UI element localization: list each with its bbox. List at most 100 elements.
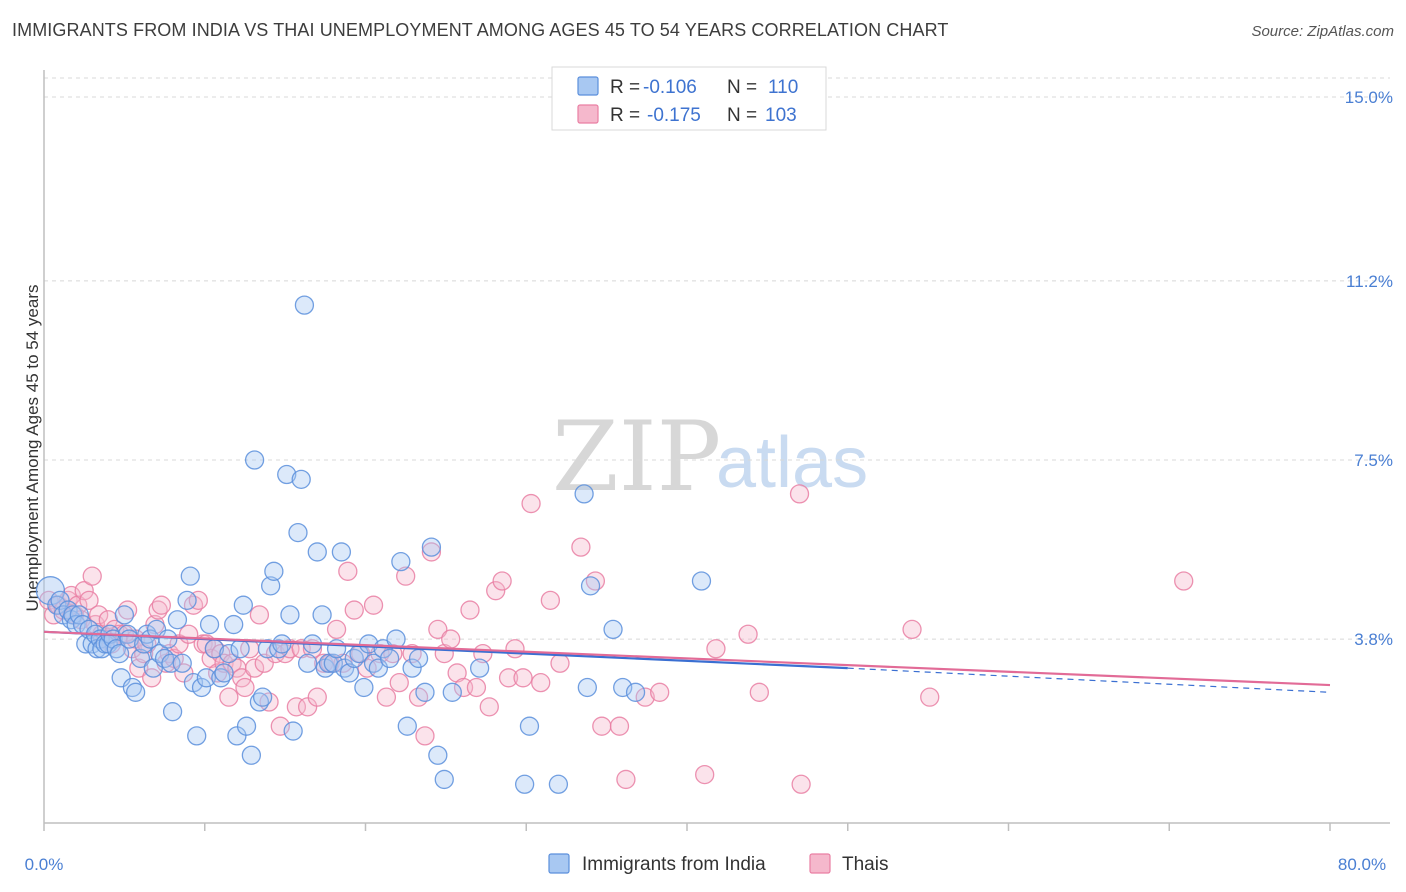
india-point bbox=[580, 576, 601, 596]
india-point bbox=[307, 542, 327, 562]
thai-point bbox=[749, 682, 769, 702]
india-point bbox=[233, 595, 253, 615]
thai-point bbox=[297, 697, 318, 717]
india-point bbox=[577, 677, 597, 698]
thai-point bbox=[89, 605, 109, 625]
india-point bbox=[50, 590, 70, 611]
india-point bbox=[415, 682, 435, 702]
legend: R = -0.106 N = 110 R = -0.175 N = 103 bbox=[551, 66, 827, 131]
india-point bbox=[373, 639, 393, 659]
thai-point bbox=[82, 566, 102, 586]
india-trend-extension bbox=[847, 667, 1331, 693]
legend-n-value-india: 110 bbox=[768, 77, 798, 98]
india-point bbox=[339, 663, 360, 683]
india-point bbox=[280, 605, 300, 625]
gridlines bbox=[44, 77, 1390, 640]
india-point bbox=[261, 576, 281, 596]
thai-point bbox=[396, 566, 416, 586]
legend-n-value-thai: 103 bbox=[765, 105, 797, 126]
thai-point bbox=[550, 653, 570, 673]
thai-point bbox=[466, 677, 487, 698]
india-point bbox=[291, 469, 311, 490]
thai-point bbox=[486, 581, 506, 601]
india-point bbox=[326, 639, 347, 659]
thai-point bbox=[706, 639, 726, 659]
thai-point bbox=[460, 600, 480, 620]
legend-r-value-india: -0.106 bbox=[643, 77, 697, 98]
india-point bbox=[214, 663, 234, 683]
thai-point bbox=[1174, 571, 1194, 591]
x-tick-label-max: 80.0% bbox=[1338, 855, 1386, 874]
thai-point bbox=[609, 716, 630, 736]
legend-r-label-thai: R = bbox=[610, 105, 640, 126]
india-point bbox=[354, 677, 374, 698]
thai-point bbox=[513, 668, 533, 688]
thai-point bbox=[789, 484, 810, 504]
india-point bbox=[167, 610, 188, 630]
india-point bbox=[514, 774, 535, 794]
y-tick-label: 11.2% bbox=[1346, 272, 1393, 291]
india-point bbox=[428, 745, 448, 765]
india-point bbox=[691, 571, 712, 591]
thai-point bbox=[498, 668, 519, 688]
legend-swatch-thai bbox=[577, 104, 599, 124]
thai-point bbox=[129, 658, 149, 678]
india-series bbox=[35, 295, 712, 794]
x-tick-label-min: 0.0% bbox=[25, 855, 64, 874]
india-point bbox=[227, 726, 247, 746]
watermark-zip: ZIP bbox=[552, 401, 721, 513]
india-point bbox=[397, 716, 417, 736]
india-point bbox=[421, 537, 442, 557]
y-axis-label: Unemployment Among Ages 45 to 54 years bbox=[23, 285, 42, 612]
watermark: ZIP atlas bbox=[552, 401, 868, 513]
thai-point bbox=[505, 639, 525, 659]
india-point bbox=[196, 668, 217, 688]
india-point bbox=[252, 687, 273, 707]
thai-point bbox=[142, 668, 162, 688]
thai-point bbox=[79, 590, 99, 611]
india-point bbox=[241, 745, 262, 765]
india-point bbox=[312, 605, 332, 625]
india-point bbox=[603, 619, 623, 640]
thai-point bbox=[902, 619, 922, 640]
thai-point bbox=[635, 687, 655, 707]
thai-point bbox=[531, 672, 551, 693]
india-point bbox=[391, 551, 411, 572]
thai-point bbox=[738, 624, 758, 644]
india-point bbox=[236, 716, 257, 736]
chart-source: Source: ZipAtlas.com bbox=[1251, 23, 1394, 40]
thai-point bbox=[920, 687, 940, 707]
india-point bbox=[625, 682, 646, 702]
india-point bbox=[125, 682, 146, 702]
legend-n-label-india: N = bbox=[727, 77, 757, 98]
thai-point bbox=[421, 542, 442, 562]
thai-point bbox=[441, 629, 461, 649]
legend-r-value-thai: -0.175 bbox=[647, 105, 701, 126]
india-point bbox=[442, 682, 462, 702]
india-point bbox=[130, 648, 151, 669]
thai-point bbox=[571, 537, 591, 557]
india-point bbox=[288, 522, 308, 543]
india-point bbox=[574, 484, 594, 504]
thai-point bbox=[286, 697, 307, 717]
y-tick-label: 15.0% bbox=[1345, 88, 1393, 107]
india-point bbox=[161, 653, 181, 673]
x-ticks bbox=[43, 823, 1331, 831]
thai-point bbox=[695, 764, 715, 785]
india-point bbox=[244, 450, 265, 470]
thai-point bbox=[389, 672, 409, 693]
thai-point bbox=[363, 595, 384, 615]
thai-point bbox=[344, 600, 364, 620]
india-point bbox=[257, 639, 278, 659]
thai-point bbox=[326, 619, 347, 640]
trend-lines bbox=[43, 630, 1331, 693]
bottom-legend-label-thai: Thais bbox=[842, 854, 888, 875]
india-point bbox=[162, 702, 183, 722]
india-point bbox=[172, 653, 192, 673]
axes bbox=[43, 70, 1390, 824]
chart-title: IMMIGRANTS FROM INDIA VS THAI UNEMPLOYME… bbox=[12, 20, 949, 40]
legend-r-label-india: R = bbox=[610, 77, 640, 98]
y-tick-label: 3.8% bbox=[1354, 630, 1393, 649]
thai-point bbox=[376, 687, 397, 707]
